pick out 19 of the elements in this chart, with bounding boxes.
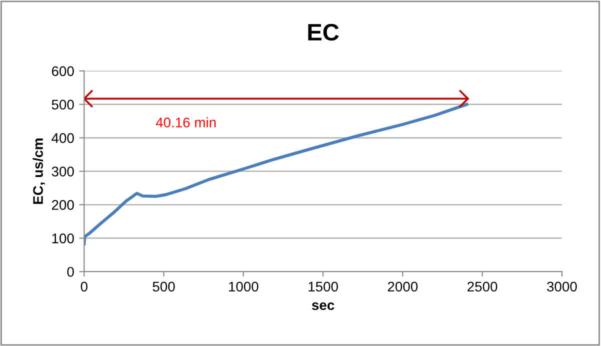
chart-title: EC	[308, 24, 339, 41]
y-tick-label: 600	[52, 66, 74, 76]
x-tick-label: 2000	[388, 282, 418, 292]
y-tick-label: 0	[67, 266, 74, 277]
y-tick-label: 500	[52, 100, 74, 110]
y-axis-title: EC, us/cm	[32, 138, 45, 204]
annotation: 40.16 min	[156, 117, 216, 128]
x-tick-label: 3000	[547, 282, 577, 292]
x-tick-label: 1000	[229, 282, 258, 292]
y-tick-label: 400	[52, 133, 74, 143]
x-axis-title: sec	[312, 302, 334, 310]
y-tick-label: 200	[52, 200, 74, 210]
x-tick-label: 2500	[468, 282, 498, 292]
x-tick-label: 1500	[308, 282, 338, 292]
x-tick-label: 500	[152, 282, 175, 292]
y-tick-label: 300	[52, 166, 74, 176]
y-tick-label: 100	[52, 234, 74, 244]
x-tick-label: 0	[80, 282, 88, 292]
line-series	[84, 102, 468, 246]
